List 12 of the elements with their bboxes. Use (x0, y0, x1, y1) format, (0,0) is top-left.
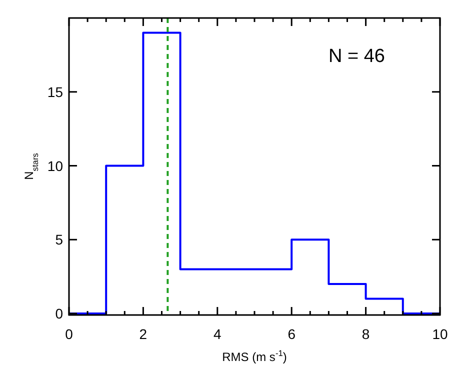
x-tick-label: 2 (139, 326, 148, 342)
x-tick-label: 4 (214, 326, 222, 342)
y-tick-label: 5 (55, 232, 64, 248)
x-tick-label: 10 (432, 326, 448, 342)
y-tick-label: 15 (47, 84, 64, 100)
x-tick-label: 8 (362, 326, 370, 342)
x-axis-title: RMS (m s$^{-1}$) (222, 348, 287, 364)
annotation: N = 46 (328, 46, 385, 67)
x-tick-label: 0 (65, 326, 74, 342)
x-tick-label: 6 (288, 326, 296, 342)
y-tick-label: 10 (47, 158, 64, 174)
y-tick-label: 0 (55, 306, 64, 322)
